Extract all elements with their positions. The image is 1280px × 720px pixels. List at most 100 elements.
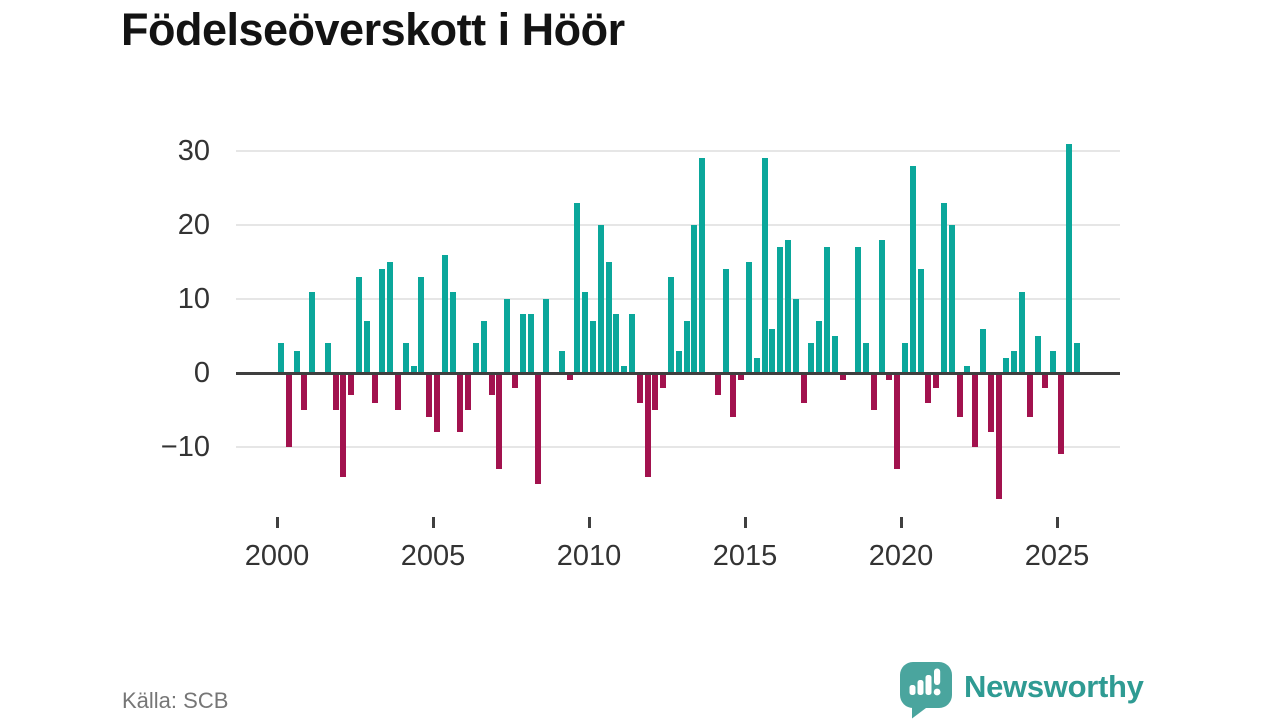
bar-2023-q3 [1011,350,1018,373]
bar-2022-q2 [972,373,979,447]
bar-2001-q4 [332,373,339,410]
bar-2010-q1 [590,321,596,373]
gridline-y-20 [236,224,1120,226]
bar-2021-q2 [941,202,947,373]
bar-2018-q3 [855,247,862,373]
bar-2024-q4 [1050,350,1057,373]
x-axis-tick-2020 [899,517,903,528]
gridline-y--10 [236,446,1120,448]
bar-2020-q4 [925,373,932,403]
bar-2001-q3 [324,343,331,373]
chart-title: Födelseöverskott i Höör [121,4,625,55]
bar-2017-q2 [816,321,823,373]
bar-2006-q1 [465,373,472,410]
bar-2014-q2 [722,269,729,373]
bar-2020-q2 [909,165,916,373]
bar-2019-q1 [870,373,877,410]
bar-2021-q4 [956,373,963,418]
bar-2000-q2 [285,373,292,447]
bar-2003-q2 [379,269,386,373]
source-label: Källa: SCB [122,688,229,713]
bar-2025-q2 [1065,143,1072,373]
bar-2015-q4 [769,328,776,373]
bar-2005-q1 [434,373,440,433]
bar-2010-q3 [605,262,612,373]
bar-2003-q3 [387,262,394,373]
bar-2006-q2 [473,343,479,373]
bar-2002-q3 [356,276,362,373]
bar-2005-q2 [441,254,448,373]
bar-2016-q2 [785,239,791,373]
x-axis-label: 2015 [712,540,778,572]
bar-2001-q1 [309,291,316,373]
y-axis-label: 20 [177,209,210,241]
bar-2011-q4 [644,373,651,477]
bar-2007-q2 [504,299,511,373]
bar-2013-q3 [699,158,706,373]
bar-2000-q3 [293,350,300,373]
bar-2014-q1 [714,373,721,396]
bar-2025-q1 [1058,373,1064,455]
y-axis-label: 10 [177,283,210,315]
bar-2004-q4 [426,373,433,418]
bar-2015-q1 [746,262,752,373]
bar-2004-q2 [410,365,417,373]
y-axis-label: 0 [193,357,210,389]
bar-2007-q3 [512,373,518,388]
bar-2024-q1 [1026,373,1033,418]
bar-2014-q3 [730,373,737,418]
bar-2019-q2 [878,239,885,373]
bar-2015-q2 [753,358,760,373]
gridline-y-30 [236,150,1120,152]
bar-2022-q3 [980,328,986,373]
bar-2009-q4 [582,291,589,373]
bar-2011-q1 [621,365,628,373]
x-axis-label: 2000 [244,540,310,572]
bar-2013-q1 [683,321,690,373]
bar-2006-q3 [480,321,487,373]
bar-2012-q2 [660,373,667,388]
bar-2008-q1 [527,313,534,373]
bar-2024-q2 [1034,336,1041,373]
bar-2018-q1 [839,373,846,381]
bar-2007-q1 [496,373,503,470]
newsworthy-logo-text: Newsworthy [964,669,1144,704]
bar-2024-q3 [1042,373,1049,388]
bar-2023-q1 [995,373,1002,499]
bar-2012-q4 [675,350,682,373]
bar-2002-q1 [340,373,347,477]
bar-2021-q3 [948,225,955,373]
bar-2003-q4 [395,373,401,410]
bar-2011-q2 [629,313,635,373]
bar-2007-q4 [519,313,526,373]
x-axis-label: 2020 [868,540,934,572]
bar-2006-q4 [488,373,495,396]
bar-2010-q2 [597,225,604,373]
bar-2025-q3 [1073,343,1080,373]
bar-2016-q1 [777,247,784,373]
bar-2020-q3 [917,269,924,373]
bar-2000-q4 [301,373,308,410]
x-axis-label: 2010 [556,540,622,572]
bar-2012-q1 [652,373,659,410]
bar-2019-q3 [886,373,893,381]
logo-exclamation-stroke [934,668,941,685]
x-axis-tick-2010 [587,517,591,528]
logo-bar-chart-icon [909,668,941,696]
bar-2008-q3 [543,299,550,373]
gridline-y-10 [236,298,1120,300]
bar-2023-q4 [1019,291,1025,373]
x-axis-tick-2025 [1055,517,1059,528]
bar-2010-q4 [613,313,620,373]
y-axis-label: −10 [160,431,210,463]
bar-2009-q1 [558,350,565,373]
bar-2009-q2 [566,373,573,381]
logo-speech-bubble-tail [912,703,930,719]
bar-2017-q1 [808,343,815,373]
bar-2000-q1 [278,343,284,373]
bar-2004-q3 [418,276,425,373]
bar-2012-q3 [668,276,674,373]
bar-2015-q3 [761,158,768,373]
